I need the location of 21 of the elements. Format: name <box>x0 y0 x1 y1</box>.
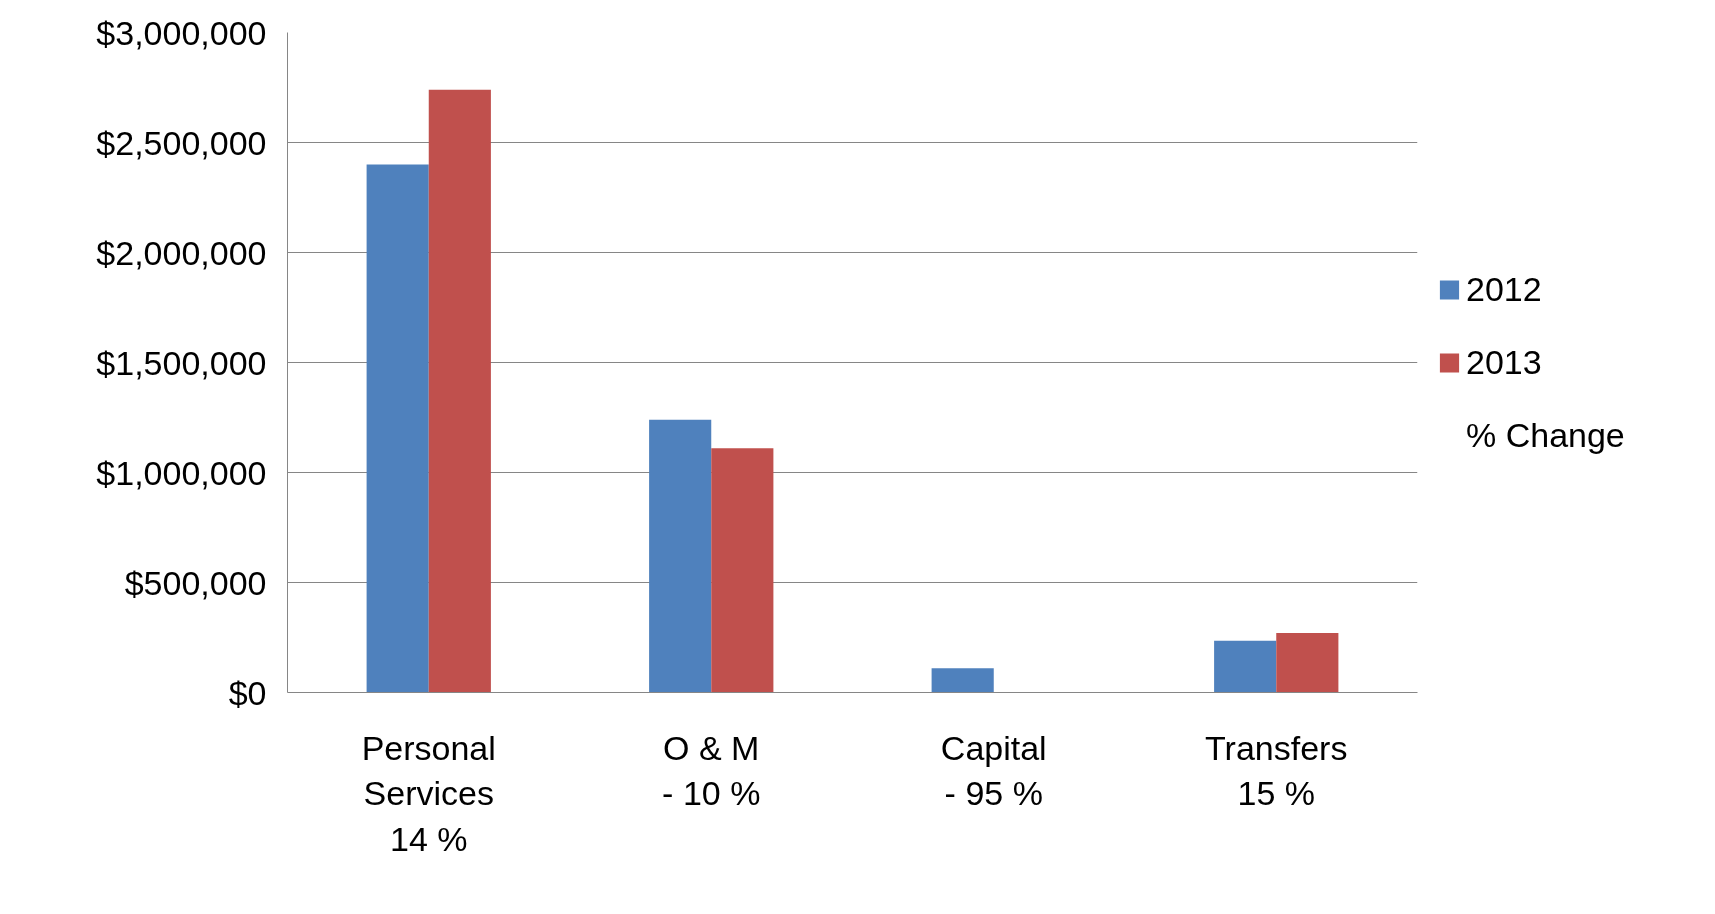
bar <box>711 448 774 693</box>
x-tick-label: Capital - 95 % <box>940 728 1047 813</box>
bar <box>366 164 429 693</box>
y-tick-label: $0 <box>228 673 267 712</box>
legend-label: 2013 <box>1466 342 1542 382</box>
y-tick-label: $500,000 <box>124 563 267 602</box>
bar <box>649 419 712 693</box>
y-tick-label: $1,500,000 <box>96 343 267 382</box>
text: % Change <box>1466 415 1625 455</box>
bar <box>931 668 994 693</box>
x-tick-label: O & M - 10 % <box>662 728 761 813</box>
y-tick-label: $2,000,000 <box>96 233 267 272</box>
bar <box>1214 640 1277 693</box>
y-tick-label: $2,500,000 <box>96 123 267 162</box>
bar <box>1276 633 1339 693</box>
bar <box>428 89 491 693</box>
y-tick-label: $3,000,000 <box>96 13 267 52</box>
legend-label: 2012 <box>1466 269 1542 309</box>
x-tick-label: Transfers 15 % <box>1205 728 1348 813</box>
y-tick-label: $1,000,000 <box>96 453 267 492</box>
x-tick-label: Personal Services 14 % <box>361 728 496 858</box>
